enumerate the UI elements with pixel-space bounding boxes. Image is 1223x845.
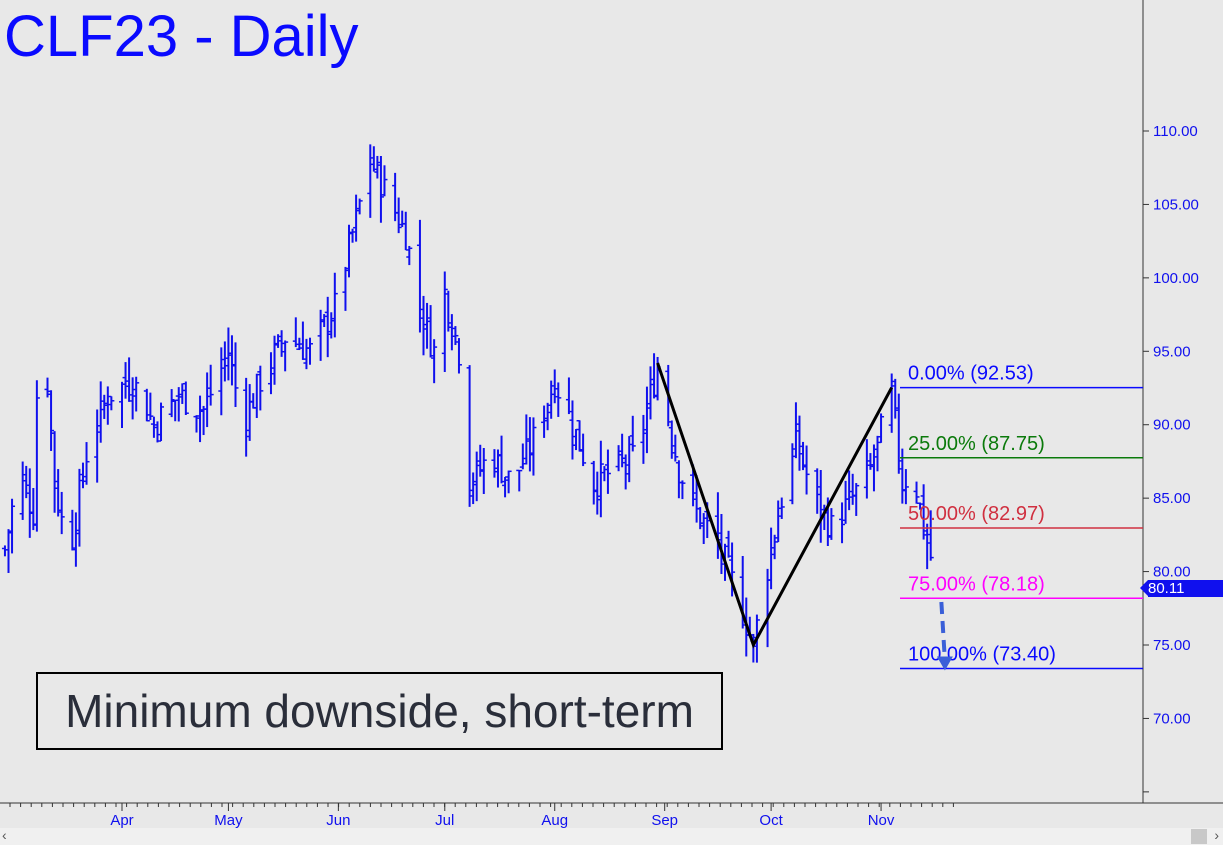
fib-level-label: 100.00% (73.40): [908, 644, 1056, 666]
x-tick-label: Sep: [651, 812, 678, 829]
y-tick-label: 90.00: [1153, 417, 1191, 434]
fib-level-label: 0.00% (92.53): [908, 363, 1034, 385]
x-tick-label: Nov: [868, 812, 895, 829]
last-price-label: 80.11: [1140, 580, 1223, 597]
x-tick-label: Jul: [435, 812, 454, 829]
arrow-head-icon: [936, 656, 953, 671]
y-tick-label: 80.00: [1153, 564, 1191, 581]
y-tick-label: 100.00: [1153, 270, 1199, 287]
chart-title: CLF23 - Daily: [4, 4, 359, 69]
scroll-left-icon[interactable]: ‹: [2, 827, 7, 843]
x-tick-label: Oct: [759, 812, 783, 829]
scroll-right-icon[interactable]: ›: [1214, 827, 1219, 843]
y-tick-label: 105.00: [1153, 196, 1199, 213]
annotation-box: Minimum downside, short-term: [36, 672, 723, 750]
x-tick-label: Apr: [110, 812, 133, 829]
horizontal-scrollbar[interactable]: ‹ ›: [0, 827, 1223, 845]
projection-arrow: [939, 601, 947, 661]
x-tick-label: Aug: [541, 812, 568, 829]
x-tick-label: May: [214, 812, 243, 829]
y-tick-label: 75.00: [1153, 637, 1191, 654]
x-tick-label: Jun: [326, 812, 350, 829]
scroll-thumb[interactable]: [1191, 829, 1207, 844]
y-tick-label: 70.00: [1153, 710, 1191, 727]
fib-level-label: 50.00% (82.97): [908, 503, 1045, 525]
y-tick-label: 95.00: [1153, 343, 1191, 360]
y-tick-label: 110.00: [1153, 123, 1198, 140]
zigzag-pattern: [656, 362, 894, 649]
y-tick-label: 85.00: [1153, 490, 1191, 507]
fib-level-label: 75.00% (78.18): [908, 573, 1045, 595]
fib-level-label: 25.00% (87.75): [908, 433, 1045, 455]
